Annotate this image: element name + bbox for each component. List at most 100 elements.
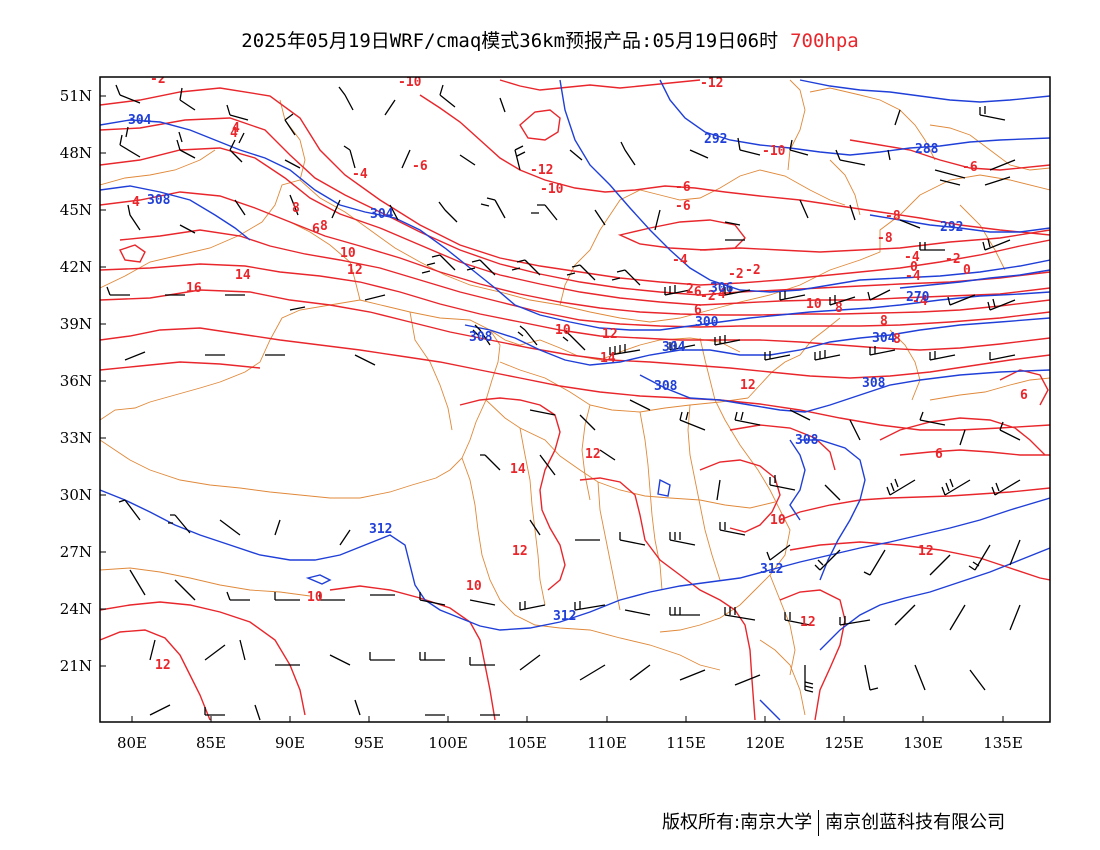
x-axis-labels: 80E 85E 90E 95E 100E 105E 110E 115E 120E… [117, 734, 1023, 752]
y-tick-label: 48N [60, 144, 92, 162]
temp-label: 6 [935, 447, 943, 462]
x-tick-label: 135E [983, 734, 1023, 752]
height-label: 308 [147, 193, 171, 208]
height-label: 308 [654, 379, 678, 394]
height-label: 288 [915, 142, 939, 157]
map-title: 2025年05月19日WRF/cmaq模式36km预报产品:05月19日06时 7… [0, 26, 1100, 53]
temperature-contours [100, 79, 1050, 721]
temp-label: -4 [904, 250, 920, 265]
height-labels: 304 292 288 308 304 292 306 300 270 308 … [128, 113, 963, 624]
temp-label: 8 [893, 332, 901, 347]
x-tick-label: 85E [196, 734, 226, 752]
temp-label: 10 [340, 246, 356, 261]
temp-label: 10 [555, 323, 571, 338]
y-axis-labels: 51N 48N 45N 42N 39N 36N 33N 30N 27N 24N … [60, 87, 92, 675]
temp-label: -2 [700, 289, 716, 304]
temp-label: -8 [885, 209, 901, 224]
x-tick-label: 90E [275, 734, 305, 752]
border-lines [100, 79, 1050, 716]
temp-label: -2 [945, 252, 961, 267]
height-label: 304 [128, 113, 152, 128]
y-tick-label: 21N [60, 657, 92, 675]
temp-label: 10 [770, 513, 786, 528]
temp-label: 10 [466, 579, 482, 594]
temp-label: 12 [800, 615, 816, 630]
temp-label: -6 [675, 199, 691, 214]
copyright-footer: 版权所有:南京大学 南京创蓝科技有限公司 [662, 808, 1005, 836]
temp-label: 2 [686, 282, 694, 297]
x-tick-label: 125E [824, 734, 864, 752]
temp-label: -4 [352, 167, 368, 182]
map-frame [99, 76, 1051, 723]
y-tick-label: 36N [60, 372, 92, 390]
temp-label: 12 [740, 378, 756, 393]
height-contours [100, 79, 1050, 721]
temp-label: -10 [540, 182, 564, 197]
temp-label: 12 [512, 544, 528, 559]
x-tick-label: 95E [354, 734, 384, 752]
temp-label: -4 [912, 294, 928, 309]
x-tick-label: 110E [587, 734, 627, 752]
temp-label: -6 [686, 285, 702, 300]
height-label: 308 [469, 330, 493, 345]
x-tick-label: 130E [903, 734, 943, 752]
height-label: 308 [795, 433, 819, 448]
temp-label: 8 [835, 301, 843, 316]
plot-area: -2 4 -10 -12 -4 -6 -12 -10 -10 -6 -6 -8 … [100, 72, 1050, 721]
temp-label: -6 [962, 160, 978, 175]
temp-label: 6 [312, 222, 320, 237]
height-label: 306 [710, 281, 734, 296]
temp-label: -6 [412, 159, 428, 174]
footer-divider [818, 810, 820, 836]
y-tick-label: 27N [60, 543, 92, 561]
temp-label: -8 [877, 231, 893, 246]
temp-label: 4 [230, 126, 238, 141]
title-main: 2025年05月19日WRF/cmaq模式36km预报产品:05月19日06时 [241, 30, 779, 52]
height-label: 308 [862, 376, 886, 391]
temp-label: -10 [762, 144, 786, 159]
y-tick-label: 51N [60, 87, 92, 105]
temp-label: 12 [585, 447, 601, 462]
temp-label: 16 [186, 281, 202, 296]
temp-label: 8 [292, 201, 300, 216]
temp-label: -6 [675, 180, 691, 195]
temp-label: -2 [728, 267, 744, 282]
temp-label: 6 [694, 303, 702, 318]
temp-label: 14 [510, 462, 526, 477]
temp-label: 12 [347, 263, 363, 278]
height-label: 292 [940, 220, 963, 235]
temp-label: 12 [918, 544, 934, 559]
temp-label: -12 [530, 163, 553, 178]
copyright-right: 南京创蓝科技有限公司 [825, 812, 1006, 833]
temp-label: 12 [602, 327, 618, 342]
temp-label: 4 [132, 195, 140, 210]
temp-label: -2 [150, 72, 166, 87]
temp-label: -4 [710, 287, 726, 302]
height-label: 312 [760, 562, 783, 577]
temp-label: 10 [307, 590, 323, 605]
height-label: 292 [704, 132, 727, 147]
temp-label: 12 [155, 658, 171, 673]
temp-label: -4 [905, 269, 921, 284]
y-tick-label: 30N [60, 486, 92, 504]
pressure-level: 700hpa [790, 30, 859, 52]
temp-label: -12 [700, 76, 723, 91]
x-tick-label: 80E [117, 734, 147, 752]
copyright-left: 版权所有:南京大学 [662, 812, 813, 833]
y-tick-label: 33N [60, 429, 92, 447]
x-tick-label: 100E [428, 734, 468, 752]
height-label: 312 [369, 522, 392, 537]
height-label: 270 [906, 290, 930, 305]
x-tick-label: 115E [666, 734, 706, 752]
temp-label: 6 [1020, 388, 1028, 403]
wind-barbs [106, 84, 1021, 721]
x-tick-label: 105E [507, 734, 547, 752]
temp-label: 10 [806, 297, 822, 312]
temp-label: -10 [398, 75, 422, 90]
y-tick-label: 39N [60, 315, 92, 333]
temp-label: 8 [320, 219, 328, 234]
height-label: 304 [370, 207, 394, 222]
height-label: 300 [695, 315, 719, 330]
temp-label: 8 [880, 314, 888, 329]
